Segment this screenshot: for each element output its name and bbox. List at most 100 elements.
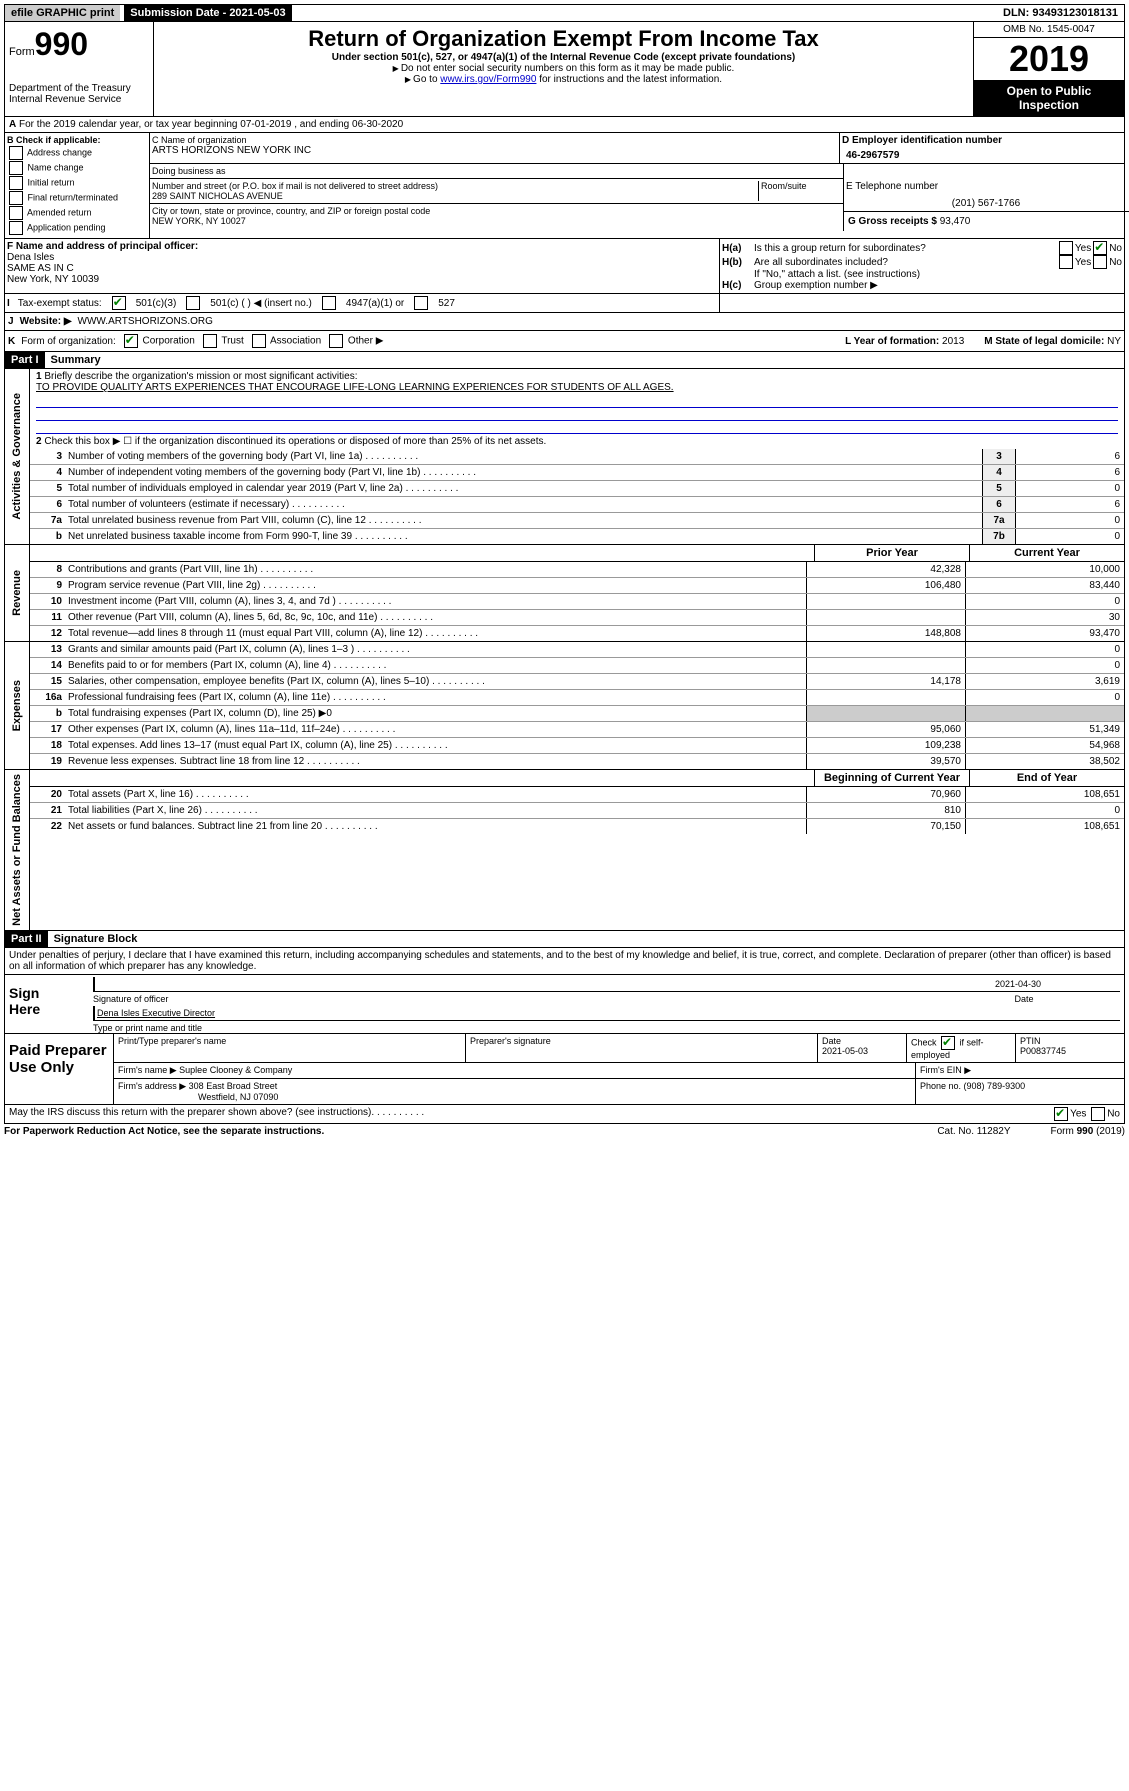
ha-label: H(a): [722, 243, 754, 254]
part1-title: Summary: [45, 352, 107, 368]
summary-line: 18Total expenses. Add lines 13–17 (must …: [30, 738, 1124, 754]
main-title: Return of Organization Exempt From Incom…: [158, 26, 969, 52]
b-option: Amended return: [7, 206, 147, 220]
i-501c3-checkbox[interactable]: [112, 296, 126, 310]
i-opt4: 527: [438, 298, 455, 309]
prep-date-label: Date: [822, 1036, 841, 1046]
discuss-no-checkbox[interactable]: [1091, 1107, 1105, 1121]
hb-yes: Yes: [1075, 257, 1091, 268]
b-option: Address change: [7, 146, 147, 160]
k-checkbox[interactable]: [124, 334, 138, 348]
subtitle: Under section 501(c), 527, or 4947(a)(1)…: [158, 52, 969, 63]
section-b: B Check if applicable: Address change Na…: [5, 133, 150, 238]
prior-year-header: Prior Year: [814, 545, 969, 561]
b-option: Application pending: [7, 221, 147, 235]
name-title-label: Type or print name and title: [93, 1023, 1124, 1033]
check-label: Check: [911, 1037, 937, 1047]
discuss-yes-checkbox[interactable]: [1054, 1107, 1068, 1121]
summary-line: 6Total number of volunteers (estimate if…: [30, 497, 1124, 513]
ha-yes: Yes: [1075, 243, 1091, 254]
officer-name: Dena Isles: [7, 252, 717, 263]
row-j: J Website: ▶ WWW.ARTSHORIZONS.ORG: [4, 313, 1125, 331]
i-opt3: 4947(a)(1) or: [346, 298, 404, 309]
i-opt2: 501(c) ( ) ◀ (insert no.): [210, 298, 312, 309]
hb-no: No: [1109, 257, 1122, 268]
dept-label: Department of the Treasury Internal Reve…: [9, 83, 149, 105]
expenses-side-label: Expenses: [9, 676, 25, 735]
sign-date: 2021-04-30: [918, 979, 1118, 989]
mission-text: TO PROVIDE QUALITY ARTS EXPERIENCES THAT…: [36, 382, 674, 393]
end-year-header: End of Year: [969, 770, 1124, 786]
i-text: Tax-exempt status:: [18, 298, 102, 309]
i-501c-checkbox[interactable]: [186, 296, 200, 310]
summary-line: 21Total liabilities (Part X, line 26) 81…: [30, 803, 1124, 819]
l-label: L Year of formation:: [845, 336, 942, 347]
summary-line: 5Total number of individuals employed in…: [30, 481, 1124, 497]
row-k: K Form of organization: Corporation Trus…: [4, 331, 1125, 352]
open-public: Open to Public Inspection: [974, 80, 1124, 116]
line1-num: 1: [36, 371, 42, 382]
expenses-section: Expenses 13Grants and similar amounts pa…: [4, 642, 1125, 770]
instr-1: Do not enter social security numbers on …: [158, 63, 969, 74]
discuss-no: No: [1107, 1108, 1120, 1119]
j-text: Website: ▶: [20, 316, 72, 327]
city-value: NEW YORK, NY 10027: [152, 216, 841, 226]
summary-line: bNet unrelated business taxable income f…: [30, 529, 1124, 544]
hb-yes-checkbox[interactable]: [1059, 255, 1073, 269]
summary-line: 10Investment income (Part VIII, column (…: [30, 594, 1124, 610]
i-4947-checkbox[interactable]: [322, 296, 336, 310]
g-label: G Gross receipts $: [848, 216, 940, 227]
k-checkbox[interactable]: [203, 334, 217, 348]
sign-here-section: Sign Here 2021-04-30 Signature of office…: [4, 975, 1125, 1034]
paperwork-notice: For Paperwork Reduction Act Notice, see …: [4, 1126, 324, 1137]
governance-section: Activities & Governance 1 Briefly descri…: [4, 369, 1125, 545]
b-checkbox[interactable]: [9, 191, 23, 205]
begin-year-header: Beginning of Current Year: [814, 770, 969, 786]
dba-label: Doing business as: [150, 164, 844, 179]
m-value: NY: [1107, 336, 1121, 347]
row-i: I Tax-exempt status: 501(c)(3) 501(c) ( …: [4, 294, 1125, 313]
b-option: Final return/terminated: [7, 191, 147, 205]
f-label: F Name and address of principal officer:: [7, 241, 717, 252]
bottom-row: For Paperwork Reduction Act Notice, see …: [4, 1124, 1125, 1139]
form-header: Form990 Department of the Treasury Inter…: [4, 22, 1125, 117]
hb-label: H(b): [722, 257, 754, 268]
gross-receipts: 93,470: [940, 216, 971, 227]
b-checkbox[interactable]: [9, 161, 23, 175]
b-checkbox[interactable]: [9, 221, 23, 235]
k-checkbox[interactable]: [252, 334, 266, 348]
firm-ein-label: Firm's EIN ▶: [916, 1063, 1124, 1078]
k-checkbox[interactable]: [329, 334, 343, 348]
b-checkbox[interactable]: [9, 176, 23, 190]
irs-link[interactable]: www.irs.gov/Form990: [440, 74, 536, 85]
summary-line: 8Contributions and grants (Part VIII, li…: [30, 562, 1124, 578]
room-label: Room/suite: [758, 181, 841, 201]
summary-line: 14Benefits paid to or for members (Part …: [30, 658, 1124, 674]
k-label: K: [8, 336, 15, 347]
tax-year: 2019: [974, 38, 1124, 80]
b-checkbox[interactable]: [9, 146, 23, 160]
l-value: 2013: [942, 336, 964, 347]
addr-value: 289 SAINT NICHOLAS AVENUE: [152, 191, 758, 201]
instr2-post: for instructions and the latest informat…: [536, 74, 722, 85]
i-527-checkbox[interactable]: [414, 296, 428, 310]
ein-value: 46-2967579: [842, 146, 1122, 161]
preparer-sig-label: Preparer's signature: [466, 1034, 818, 1062]
form-footer: Form 990 (2019): [1051, 1126, 1125, 1137]
summary-line: 13Grants and similar amounts paid (Part …: [30, 642, 1124, 658]
self-employed-checkbox[interactable]: [941, 1036, 955, 1050]
ha-no-checkbox[interactable]: [1093, 241, 1107, 255]
hb-text: Are all subordinates included?: [754, 257, 1057, 268]
section-fgh: F Name and address of principal officer:…: [4, 239, 1125, 294]
addr-label: Number and street (or P.O. box if mail i…: [152, 181, 758, 191]
netassets-section: Net Assets or Fund Balances Beginning of…: [4, 770, 1125, 931]
summary-line: 9Program service revenue (Part VIII, lin…: [30, 578, 1124, 594]
ptin-label: PTIN: [1020, 1036, 1041, 1046]
firm-addr1: 308 East Broad Street: [189, 1081, 278, 1091]
summary-line: 15Salaries, other compensation, employee…: [30, 674, 1124, 690]
ha-yes-checkbox[interactable]: [1059, 241, 1073, 255]
ha-no: No: [1109, 243, 1122, 254]
discuss-row: May the IRS discuss this return with the…: [4, 1105, 1125, 1124]
hb-no-checkbox[interactable]: [1093, 255, 1107, 269]
b-checkbox[interactable]: [9, 206, 23, 220]
